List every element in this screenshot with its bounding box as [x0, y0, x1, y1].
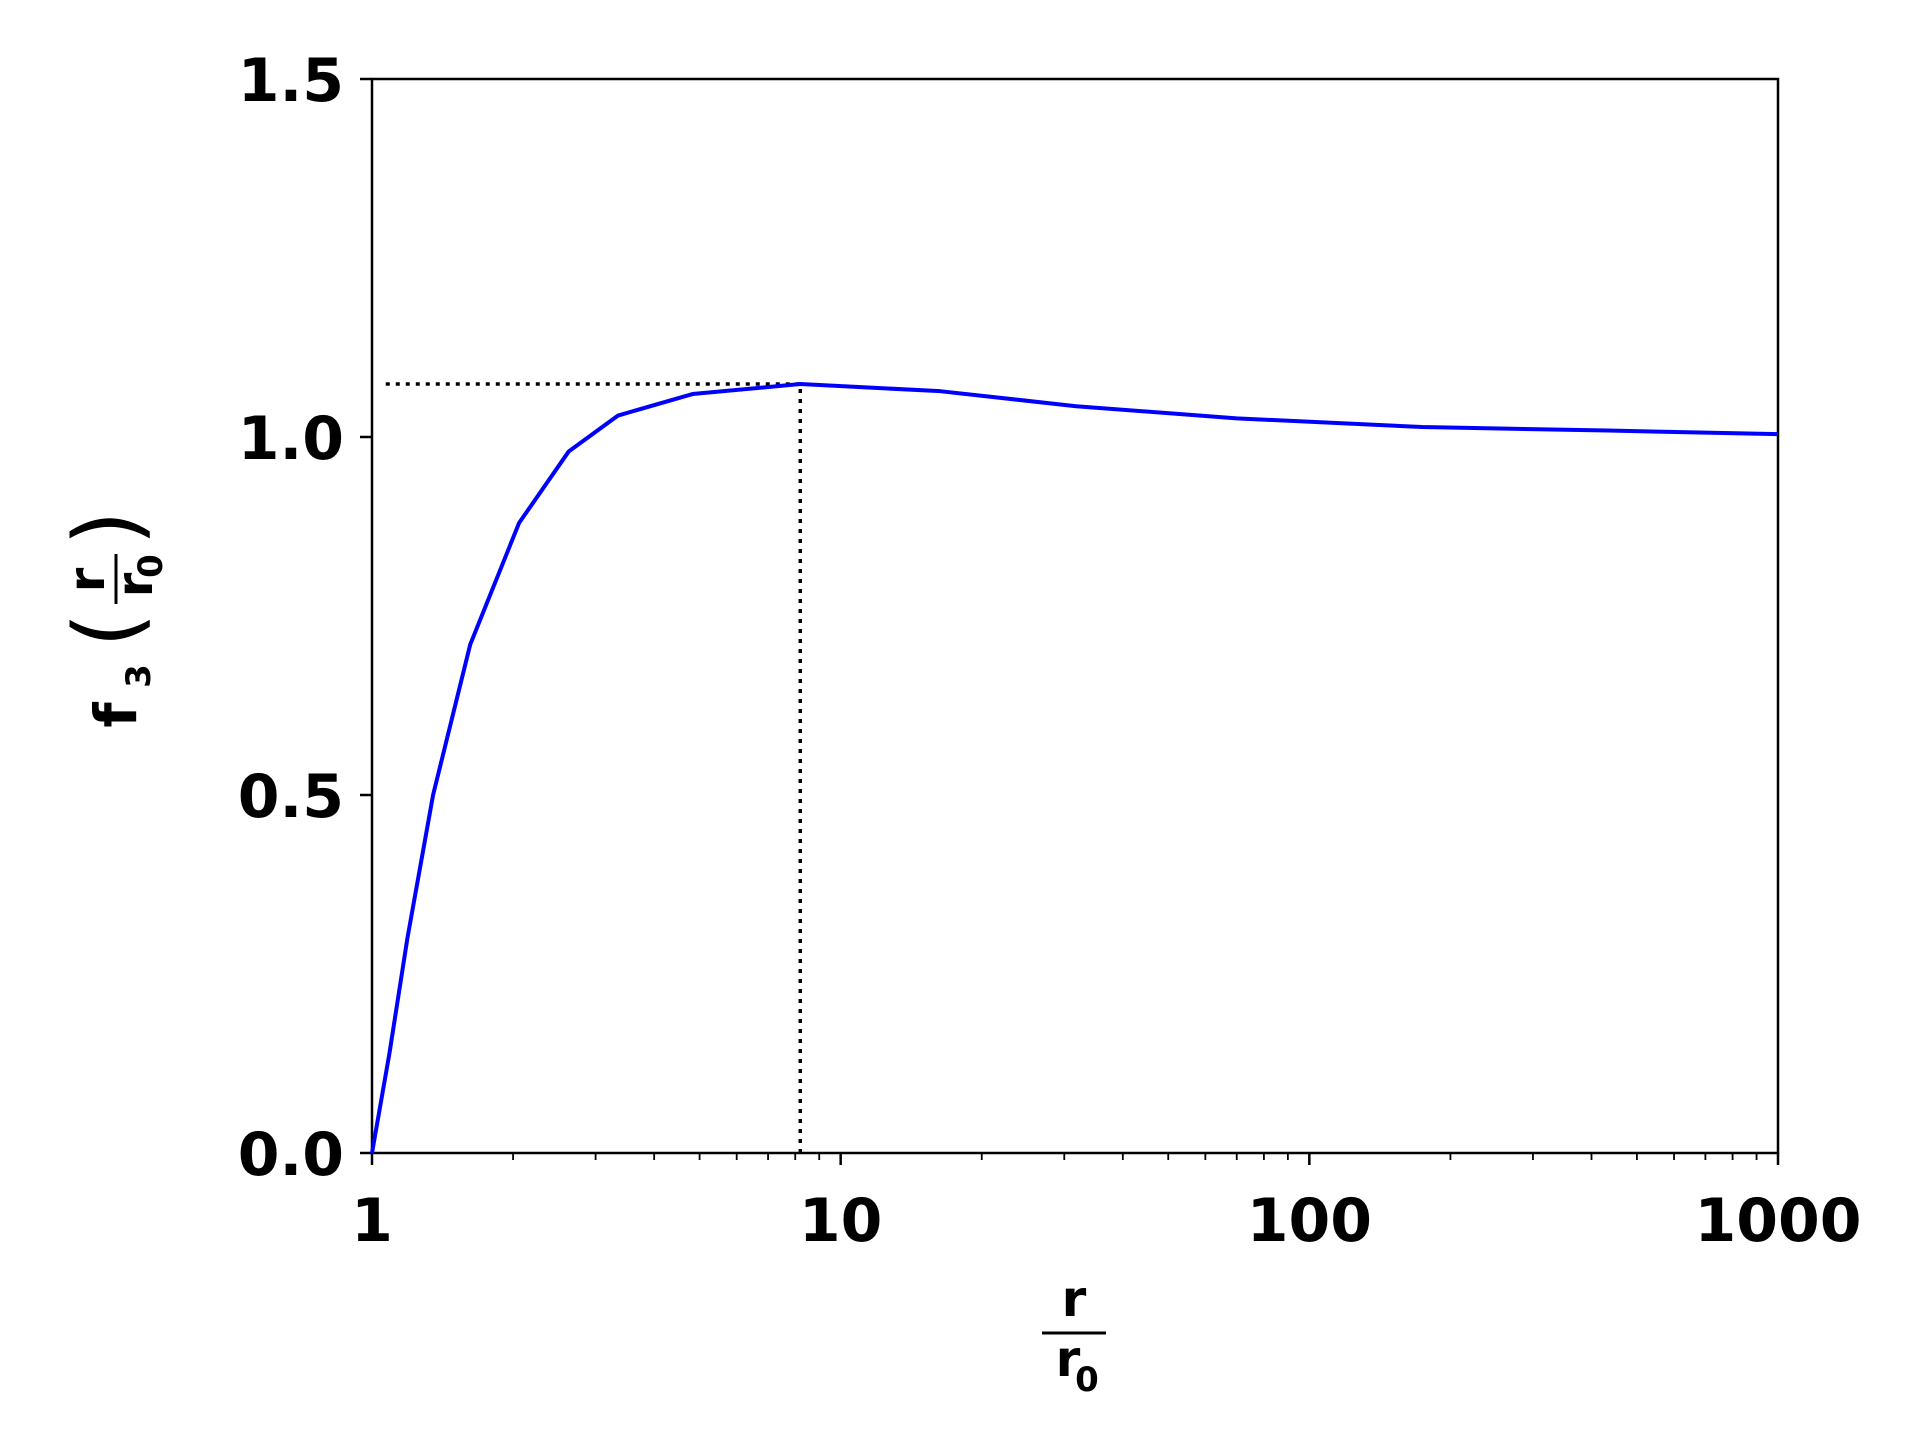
- y-tick-label: 0.0: [238, 1120, 344, 1190]
- y-label-denominator: r: [106, 572, 164, 597]
- y-label-numerator: r: [58, 567, 116, 592]
- x-label-subscript: 0: [1075, 1360, 1099, 1400]
- y-label-denominator-subscript: 0: [131, 554, 171, 578]
- y-label-paren: ): [55, 510, 160, 545]
- x-tick-label: 1000: [1695, 1186, 1862, 1256]
- x-tick-label: 1: [351, 1186, 393, 1256]
- x-label-numerator: r: [1062, 1270, 1087, 1328]
- y-label-paren: (: [55, 612, 160, 647]
- y-tick-label: 1.0: [238, 404, 344, 474]
- x-tick-label: 100: [1247, 1186, 1372, 1256]
- y-axis-label: f 3 ( r r 0 ): [55, 510, 171, 727]
- data-line: [370, 382, 1779, 1154]
- y-label-subscript: 3: [119, 664, 159, 688]
- y-label-function: f: [82, 702, 150, 728]
- y-tick-label: 1.5: [238, 46, 344, 116]
- plot-frame: [370, 77, 1780, 1155]
- x-tick-label: 10: [799, 1186, 883, 1256]
- x-axis-label: r r 0: [1042, 1270, 1106, 1400]
- y-tick-label: 0.5: [238, 762, 344, 832]
- x-label-denominator: r: [1056, 1330, 1081, 1388]
